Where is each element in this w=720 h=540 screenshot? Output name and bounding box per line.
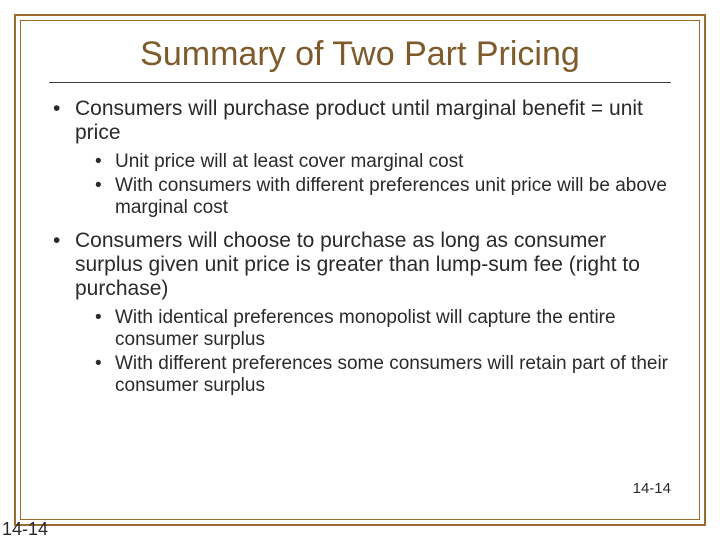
slide-title: Summary of Two Part Pricing [49,35,671,74]
slide-number-outer: 14-14 [2,519,48,540]
bullet-text: Consumers will choose to purchase as lon… [75,229,640,300]
slide-inner-frame: Summary of Two Part Pricing Consumers wi… [20,20,700,520]
sub-bullet-text: With different preferences some consumer… [115,353,668,396]
sub-bullet-list: With identical preferences monopolist wi… [75,307,671,396]
slide-outer-frame: Summary of Two Part Pricing Consumers wi… [14,14,706,526]
sub-bullet-text: With consumers with different preference… [115,175,667,218]
sub-bullet-item: Unit price will at least cover marginal … [75,151,671,173]
sub-bullet-item: With consumers with different preference… [75,175,671,219]
bullet-item: Consumers will purchase product until ma… [49,97,671,219]
sub-bullet-text: Unit price will at least cover marginal … [115,151,463,172]
bullet-text: Consumers will purchase product until ma… [75,97,643,144]
slide-number-inner: 14-14 [633,480,671,497]
sub-bullet-item: With identical preferences monopolist wi… [75,307,671,351]
sub-bullet-item: With different preferences some consumer… [75,353,671,397]
sub-bullet-list: Unit price will at least cover marginal … [75,151,671,219]
sub-bullet-text: With identical preferences monopolist wi… [115,307,616,350]
bullet-item: Consumers will choose to purchase as lon… [49,229,671,397]
bullet-list: Consumers will purchase product until ma… [49,97,671,397]
title-underline [49,82,671,83]
